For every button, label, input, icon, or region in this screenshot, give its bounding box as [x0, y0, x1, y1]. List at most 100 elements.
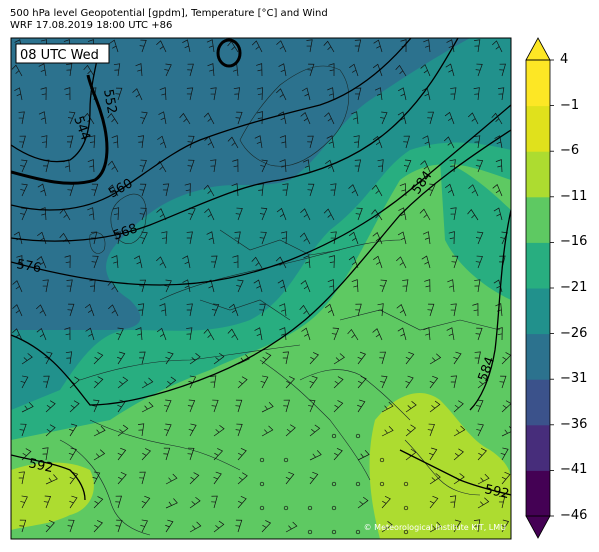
wind-barb	[450, 303, 457, 317]
wind-barb	[164, 399, 172, 413]
wind-barb	[235, 423, 243, 437]
wind-barb	[139, 159, 147, 173]
wind-barb	[396, 256, 407, 269]
wind-barb	[93, 352, 104, 365]
wind-calm-marker	[283, 505, 289, 511]
wind-barb	[235, 399, 243, 413]
wind-barb	[179, 112, 191, 125]
wind-barb	[477, 473, 490, 485]
wind-barb	[377, 303, 384, 317]
wind-barb	[141, 448, 151, 461]
wind-barb	[467, 209, 479, 221]
coastlines	[59, 65, 501, 536]
wind-barb	[109, 39, 119, 53]
wind-barb	[164, 63, 172, 77]
wind-barb	[444, 111, 455, 125]
wind-barb	[474, 279, 481, 293]
wind-barb	[163, 447, 171, 461]
wind-barb	[18, 111, 25, 125]
wind-barb	[115, 519, 123, 533]
wind-barb	[450, 375, 458, 389]
wind-barb	[135, 63, 143, 77]
wind-barb	[299, 304, 311, 317]
wind-barb	[276, 88, 287, 101]
wind-barb	[351, 279, 359, 293]
wind-barb	[227, 328, 239, 341]
wind-barb	[18, 471, 25, 485]
wind-barb	[213, 520, 225, 533]
wind-barb	[232, 255, 239, 269]
wind-barb	[396, 304, 407, 317]
wind-barb	[323, 208, 335, 221]
wind-barb	[45, 474, 58, 485]
wind-barb	[399, 183, 407, 197]
wind-barb	[422, 135, 431, 149]
wind-barb	[453, 448, 464, 461]
wind-barb	[69, 495, 78, 509]
wind-barb	[182, 255, 191, 269]
wind-barb	[165, 498, 178, 509]
wind-barb	[300, 112, 311, 125]
wind-barb	[307, 63, 315, 77]
wind-barb	[161, 231, 168, 245]
wind-barb	[282, 351, 290, 365]
wind-calm-marker	[403, 481, 409, 487]
wind-barb	[211, 303, 220, 317]
colorbar-tick-label: −11	[560, 188, 588, 204]
wind-calm-marker	[331, 505, 337, 511]
wind-barb	[397, 231, 407, 245]
colorbar-band	[526, 242, 550, 289]
wind-barb	[203, 112, 215, 125]
wind-barb	[283, 399, 290, 413]
wind-barb	[278, 63, 287, 77]
wind-barb	[429, 521, 442, 533]
wind-barb	[261, 402, 274, 413]
wind-barb	[158, 111, 167, 125]
wind-barb	[186, 327, 193, 341]
wind-barb	[92, 471, 101, 485]
wind-barb	[421, 255, 431, 269]
wind-calm-marker	[355, 433, 361, 439]
wind-barb	[165, 376, 177, 389]
wind-barb	[42, 279, 49, 293]
wind-barb	[132, 88, 143, 101]
wind-barb	[323, 40, 335, 53]
wind-barb	[429, 473, 441, 485]
wind-barb	[449, 159, 456, 173]
wind-barb	[353, 135, 360, 149]
wind-barb	[420, 64, 431, 77]
wind-barb	[467, 112, 479, 125]
wind-barb	[37, 183, 47, 197]
wind-barb	[285, 471, 295, 485]
wind-barb	[66, 135, 74, 149]
wind-barb	[165, 519, 174, 533]
wind-barb	[210, 375, 217, 389]
wind-barb	[446, 327, 455, 341]
wind-barb	[117, 376, 129, 389]
wind-barb	[251, 256, 263, 269]
wind-barb	[495, 159, 503, 173]
wind-barb	[330, 183, 337, 197]
wind-barb	[282, 183, 289, 197]
wind-calm-marker	[379, 481, 385, 487]
wind-barb	[453, 351, 462, 365]
wind-barb	[12, 304, 23, 317]
wind-barb	[331, 327, 340, 341]
wind-barb	[116, 327, 124, 341]
wind-barb	[93, 449, 106, 461]
wind-barb	[141, 401, 154, 413]
wind-barb	[139, 279, 147, 293]
wind-barb	[206, 39, 215, 53]
wind-barb	[379, 351, 386, 365]
wind-barb	[497, 87, 505, 101]
wind-barb	[309, 424, 321, 437]
wind-barb	[39, 207, 47, 221]
wind-barb	[333, 353, 345, 365]
wind-barb	[186, 87, 194, 101]
contour-592-sw	[11, 454, 86, 501]
wind-barb	[139, 471, 146, 485]
wind-barb	[20, 375, 29, 389]
wind-barb	[355, 207, 363, 221]
wind-barb	[187, 399, 196, 413]
wind-barb	[19, 135, 26, 149]
